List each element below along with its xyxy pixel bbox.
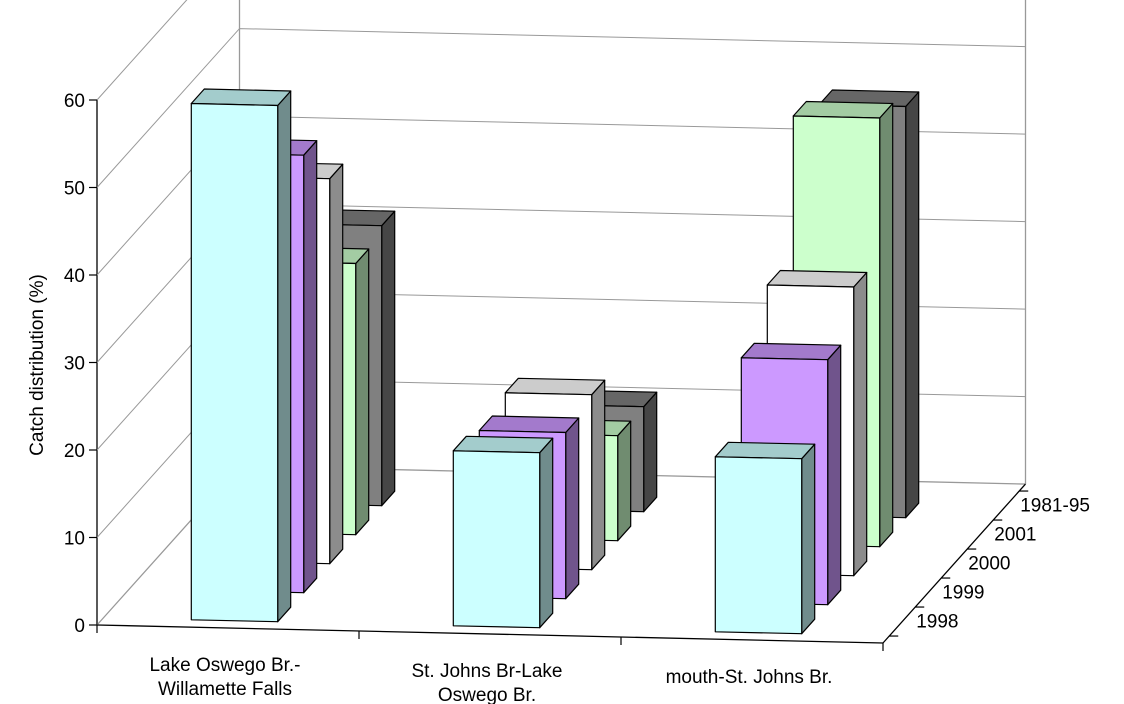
- category-label: mouth-St. Johns Br.: [666, 667, 833, 688]
- bar: [190, 88, 292, 623]
- gridline: [96, 28, 1026, 188]
- chart-bars: [190, 88, 920, 635]
- series-label: 1998: [916, 612, 958, 633]
- category-label: St. Johns Br-Lake Oswego Br.: [411, 661, 562, 704]
- y-tick-label: 40: [64, 266, 85, 287]
- series-label: 2001: [994, 525, 1036, 546]
- gridline: [96, 0, 188, 101]
- y-tick-label: 10: [64, 529, 85, 550]
- bar: [714, 441, 816, 635]
- bar: [452, 435, 554, 629]
- chart-labels: 0 10 20 30 40 50 60 1998 1999 2000 2001 1981-95 Lake…: [64, 91, 1090, 704]
- y-tick-label: 0: [74, 616, 85, 637]
- y-tick-label: 60: [64, 91, 85, 112]
- y-tick-label: 30: [64, 354, 85, 375]
- series-label: 2000: [968, 554, 1010, 575]
- y-tick-label: 50: [64, 179, 85, 200]
- y-axis-label: Catch distribution (%): [27, 274, 48, 456]
- series-label: 1981-95: [1020, 496, 1090, 517]
- series-label: 1999: [942, 583, 984, 604]
- category-label: Lake Oswego Br.-Willamette Falls: [149, 655, 300, 700]
- y-tick-label: 20: [64, 441, 85, 462]
